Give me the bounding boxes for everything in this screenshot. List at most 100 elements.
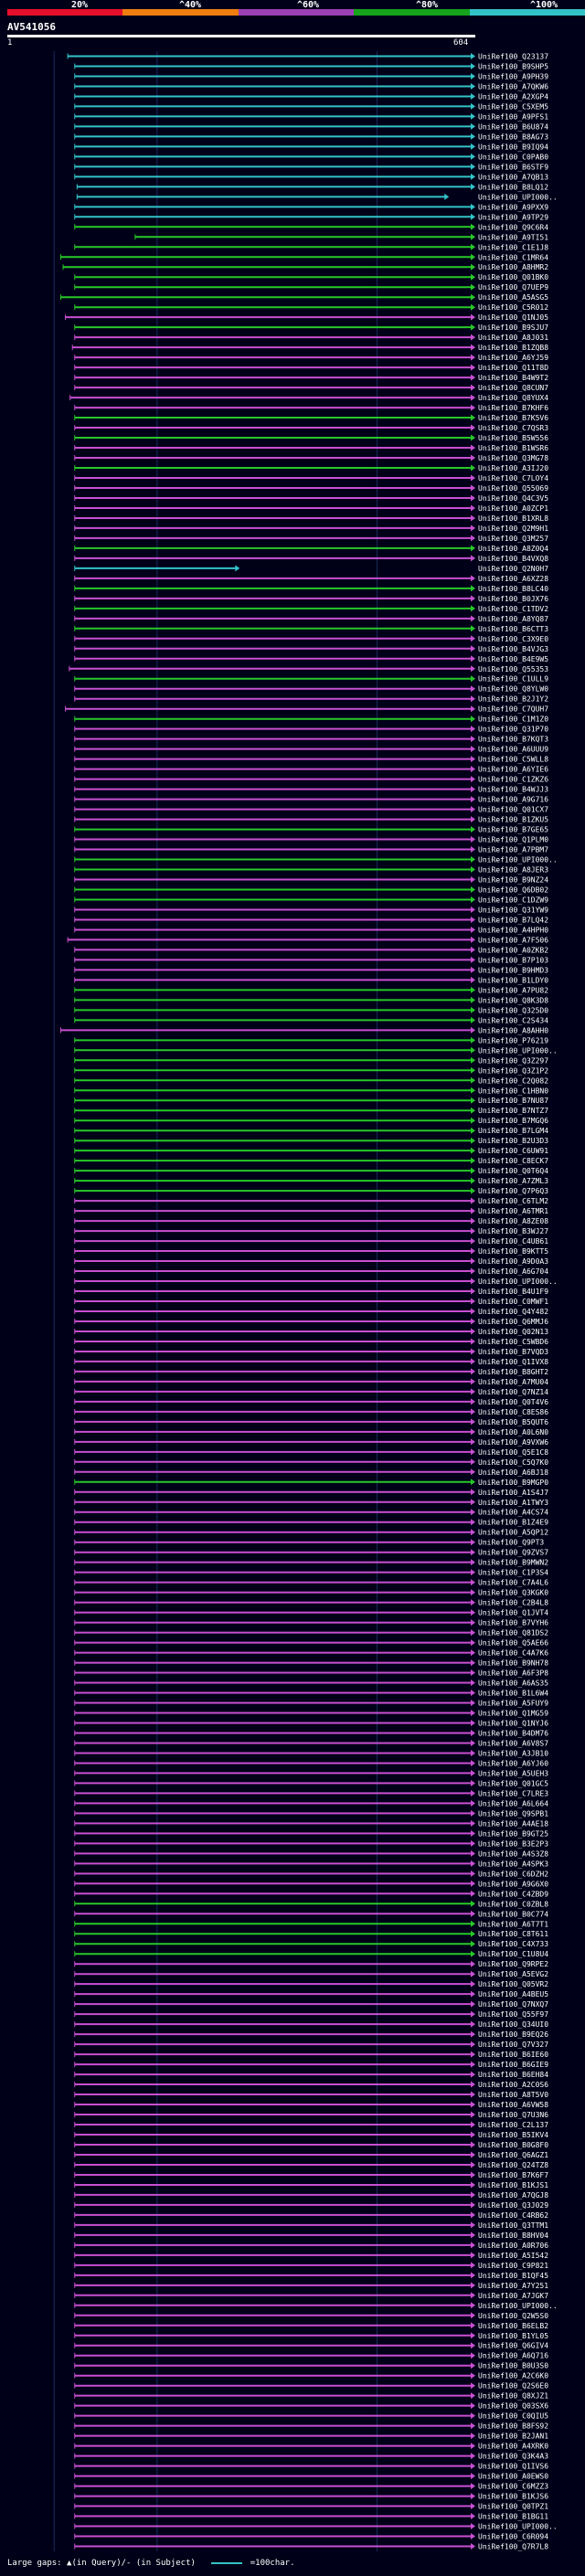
hit-label[interactable]: UniRef100_B2J1Y2 — [478, 695, 548, 704]
hit-label[interactable]: UniRef100_Q1IVX8 — [478, 1358, 548, 1366]
hit-label[interactable]: UniRef100_Q3TTM1 — [478, 2221, 548, 2230]
hit-label[interactable]: UniRef100_Q9PT3 — [478, 1539, 544, 1547]
hit-label[interactable]: UniRef100_C0MWF1 — [478, 1298, 548, 1306]
hit-label[interactable]: UniRef100_A8T5V0 — [478, 2091, 548, 2099]
hit-label[interactable]: UniRef100_B9SHP5 — [478, 62, 548, 70]
hit-label[interactable]: UniRef100_Q4Y482 — [478, 1308, 548, 1316]
hit-label[interactable]: UniRef100_C1HBN0 — [478, 1087, 548, 1095]
hit-label[interactable]: UniRef100_B8LC40 — [478, 585, 548, 593]
hit-label[interactable]: UniRef100_A6YIE6 — [478, 766, 548, 774]
hit-label[interactable]: UniRef100_A8JER3 — [478, 866, 548, 875]
hit-label[interactable]: UniRef100_A9PH39 — [478, 72, 548, 80]
hit-label[interactable]: UniRef100_B7LGM4 — [478, 1127, 548, 1135]
hit-label[interactable]: UniRef100_Q8XJZ1 — [478, 2392, 548, 2401]
hit-label[interactable]: UniRef100_B9HMD3 — [478, 966, 548, 974]
hit-label[interactable]: UniRef100_A7F506 — [478, 936, 548, 944]
hit-label[interactable]: UniRef100_A8YQ87 — [478, 615, 548, 623]
hit-label[interactable]: UniRef100_Q9ZVS7 — [478, 1549, 548, 1557]
hit-label[interactable]: UniRef100_B7NTZ7 — [478, 1107, 548, 1115]
hit-label[interactable]: UniRef100_C5WLL8 — [478, 756, 548, 764]
hit-label[interactable]: UniRef100_C0ZBL8 — [478, 1900, 548, 1908]
hit-label[interactable]: UniRef100_A9G6X0 — [478, 1880, 548, 1888]
hit-label[interactable]: UniRef100_B6STF9 — [478, 163, 548, 171]
hit-label[interactable]: UniRef100_UPI000.. — [478, 1046, 558, 1055]
hit-label[interactable]: UniRef100_B1LDY0 — [478, 976, 548, 984]
hit-label[interactable]: UniRef100_A9TI51 — [478, 233, 548, 241]
hit-label[interactable]: UniRef100_A1TWY3 — [478, 1499, 548, 1507]
hit-label[interactable]: UniRef100_C1P3S4 — [478, 1569, 548, 1577]
hit-label[interactable]: UniRef100_B4DM76 — [478, 1729, 548, 1737]
hit-label[interactable]: UniRef100_Q7NXQ7 — [478, 2000, 548, 2009]
hit-label[interactable]: UniRef100_Q8YLW0 — [478, 685, 548, 694]
hit-label[interactable]: UniRef100_B9NZ24 — [478, 876, 548, 885]
hit-label[interactable]: UniRef100_Q03SX6 — [478, 2402, 548, 2411]
hit-label[interactable]: UniRef100_Q6GIV4 — [478, 2342, 548, 2350]
hit-label[interactable]: UniRef100_B4WJJ3 — [478, 786, 548, 794]
hit-label[interactable]: UniRef100_C6DZH2 — [478, 1870, 548, 1878]
hit-label[interactable]: UniRef100_A6YJ59 — [478, 354, 548, 362]
hit-label[interactable]: UniRef100_B6IE60 — [478, 2051, 548, 2059]
hit-label[interactable]: UniRef100_B1Z4E9 — [478, 1519, 548, 1527]
hit-label[interactable]: UniRef100_Q34UI0 — [478, 2020, 548, 2029]
hit-label[interactable]: UniRef100_B7GE65 — [478, 826, 548, 834]
hit-label[interactable]: UniRef100_B7KQT3 — [478, 736, 548, 744]
hit-label[interactable]: UniRef100_P76219 — [478, 1036, 548, 1044]
hit-label[interactable]: UniRef100_Q7V327 — [478, 2041, 548, 2049]
hit-label[interactable]: UniRef100_Q1NJ05 — [478, 313, 548, 322]
hit-label[interactable]: UniRef100_A4HPH0 — [478, 926, 548, 934]
hit-label[interactable]: UniRef100_B1KJS6 — [478, 2493, 548, 2501]
hit-label[interactable]: UniRef100_B9KTT5 — [478, 1247, 548, 1256]
hit-label[interactable]: UniRef100_A6TMR1 — [478, 1207, 548, 1215]
hit-label[interactable]: UniRef100_B0C774 — [478, 1910, 548, 1918]
hit-label[interactable]: UniRef100_Q3KGK0 — [478, 1589, 548, 1597]
hit-label[interactable]: UniRef100_B4VJG3 — [478, 645, 548, 653]
hit-label[interactable]: UniRef100_C2S434 — [478, 1016, 548, 1024]
hit-label[interactable]: UniRef100_B8GHT2 — [478, 1368, 548, 1376]
hit-label[interactable]: UniRef100_C4ZBD9 — [478, 1890, 548, 1898]
hit-label[interactable]: UniRef100_A2XGP4 — [478, 92, 548, 101]
hit-label[interactable]: UniRef100_B1YL05 — [478, 2332, 548, 2340]
hit-label[interactable]: UniRef100_B1L6W4 — [478, 1690, 548, 1698]
hit-label[interactable]: UniRef100_Q9C6R4 — [478, 223, 548, 231]
hit-label[interactable]: UniRef100_Q7U3N6 — [478, 2111, 548, 2119]
hit-label[interactable]: UniRef100_Q1NYJ6 — [478, 1719, 548, 1727]
hit-label[interactable]: UniRef100_Q2M9H1 — [478, 525, 548, 533]
hit-label[interactable]: UniRef100_A6XZ28 — [478, 575, 548, 583]
hit-label[interactable]: UniRef100_Q01CX7 — [478, 806, 548, 814]
hit-label[interactable]: UniRef100_B6U874 — [478, 122, 548, 131]
hit-label[interactable]: UniRef100_C7LRE3 — [478, 1789, 548, 1797]
hit-label[interactable]: UniRef100_UPI000.. — [478, 193, 558, 201]
hit-label[interactable]: UniRef100_B7P103 — [478, 956, 548, 964]
hit-label[interactable]: UniRef100_C8T611 — [478, 1930, 548, 1938]
hit-label[interactable]: UniRef100_Q7UEP9 — [478, 283, 548, 292]
hit-label[interactable]: UniRef100_A8J031 — [478, 334, 548, 342]
hit-label[interactable]: UniRef100_Q24TZ8 — [478, 2161, 548, 2169]
hit-label[interactable]: UniRef100_C8ECK7 — [478, 1157, 548, 1165]
hit-label[interactable]: UniRef100_Q3Z297 — [478, 1056, 548, 1065]
hit-label[interactable]: UniRef100_Q6DB02 — [478, 885, 548, 894]
hit-label[interactable]: UniRef100_A0R706 — [478, 2242, 548, 2250]
hit-label[interactable]: UniRef100_A8AHH0 — [478, 1026, 548, 1034]
hit-label[interactable]: UniRef100_B1ZQB8 — [478, 344, 548, 352]
hit-label[interactable]: UniRef100_Q1IVS6 — [478, 2463, 548, 2471]
hit-label[interactable]: UniRef100_C1U8U4 — [478, 1950, 548, 1958]
hit-label[interactable]: UniRef100_A6V8S7 — [478, 1739, 548, 1747]
hit-label[interactable]: UniRef100_Q325D0 — [478, 1006, 548, 1014]
hit-label[interactable]: UniRef100_A9TP29 — [478, 213, 548, 221]
hit-label[interactable]: UniRef100_B8FS92 — [478, 2422, 548, 2431]
hit-label[interactable]: UniRef100_C8ES86 — [478, 1408, 548, 1416]
hit-label[interactable]: UniRef100_C4UB61 — [478, 1237, 548, 1246]
hit-label[interactable]: UniRef100_B9MWN2 — [478, 1559, 548, 1567]
hit-label[interactable]: UniRef100_A0EWS0 — [478, 2473, 548, 2481]
hit-label[interactable]: UniRef100_A6VW58 — [478, 2101, 548, 2109]
hit-label[interactable]: UniRef100_Q02N13 — [478, 1328, 548, 1336]
hit-label[interactable]: UniRef100_A2C6K0 — [478, 2372, 548, 2380]
hit-label[interactable]: UniRef100_A7JGK7 — [478, 2292, 548, 2300]
hit-label[interactable]: UniRef100_A7QKW6 — [478, 82, 548, 90]
hit-label[interactable]: UniRef100_Q9RPE2 — [478, 1960, 548, 1968]
hit-label[interactable]: UniRef100_B1KJS1 — [478, 2181, 548, 2189]
hit-label[interactable]: UniRef100_A0ZKB2 — [478, 946, 548, 954]
hit-label[interactable]: UniRef100_A6AS35 — [478, 1680, 548, 1688]
hit-label[interactable]: UniRef100_Q01BK0 — [478, 273, 548, 281]
hit-label[interactable]: UniRef100_A6L664 — [478, 1799, 548, 1807]
